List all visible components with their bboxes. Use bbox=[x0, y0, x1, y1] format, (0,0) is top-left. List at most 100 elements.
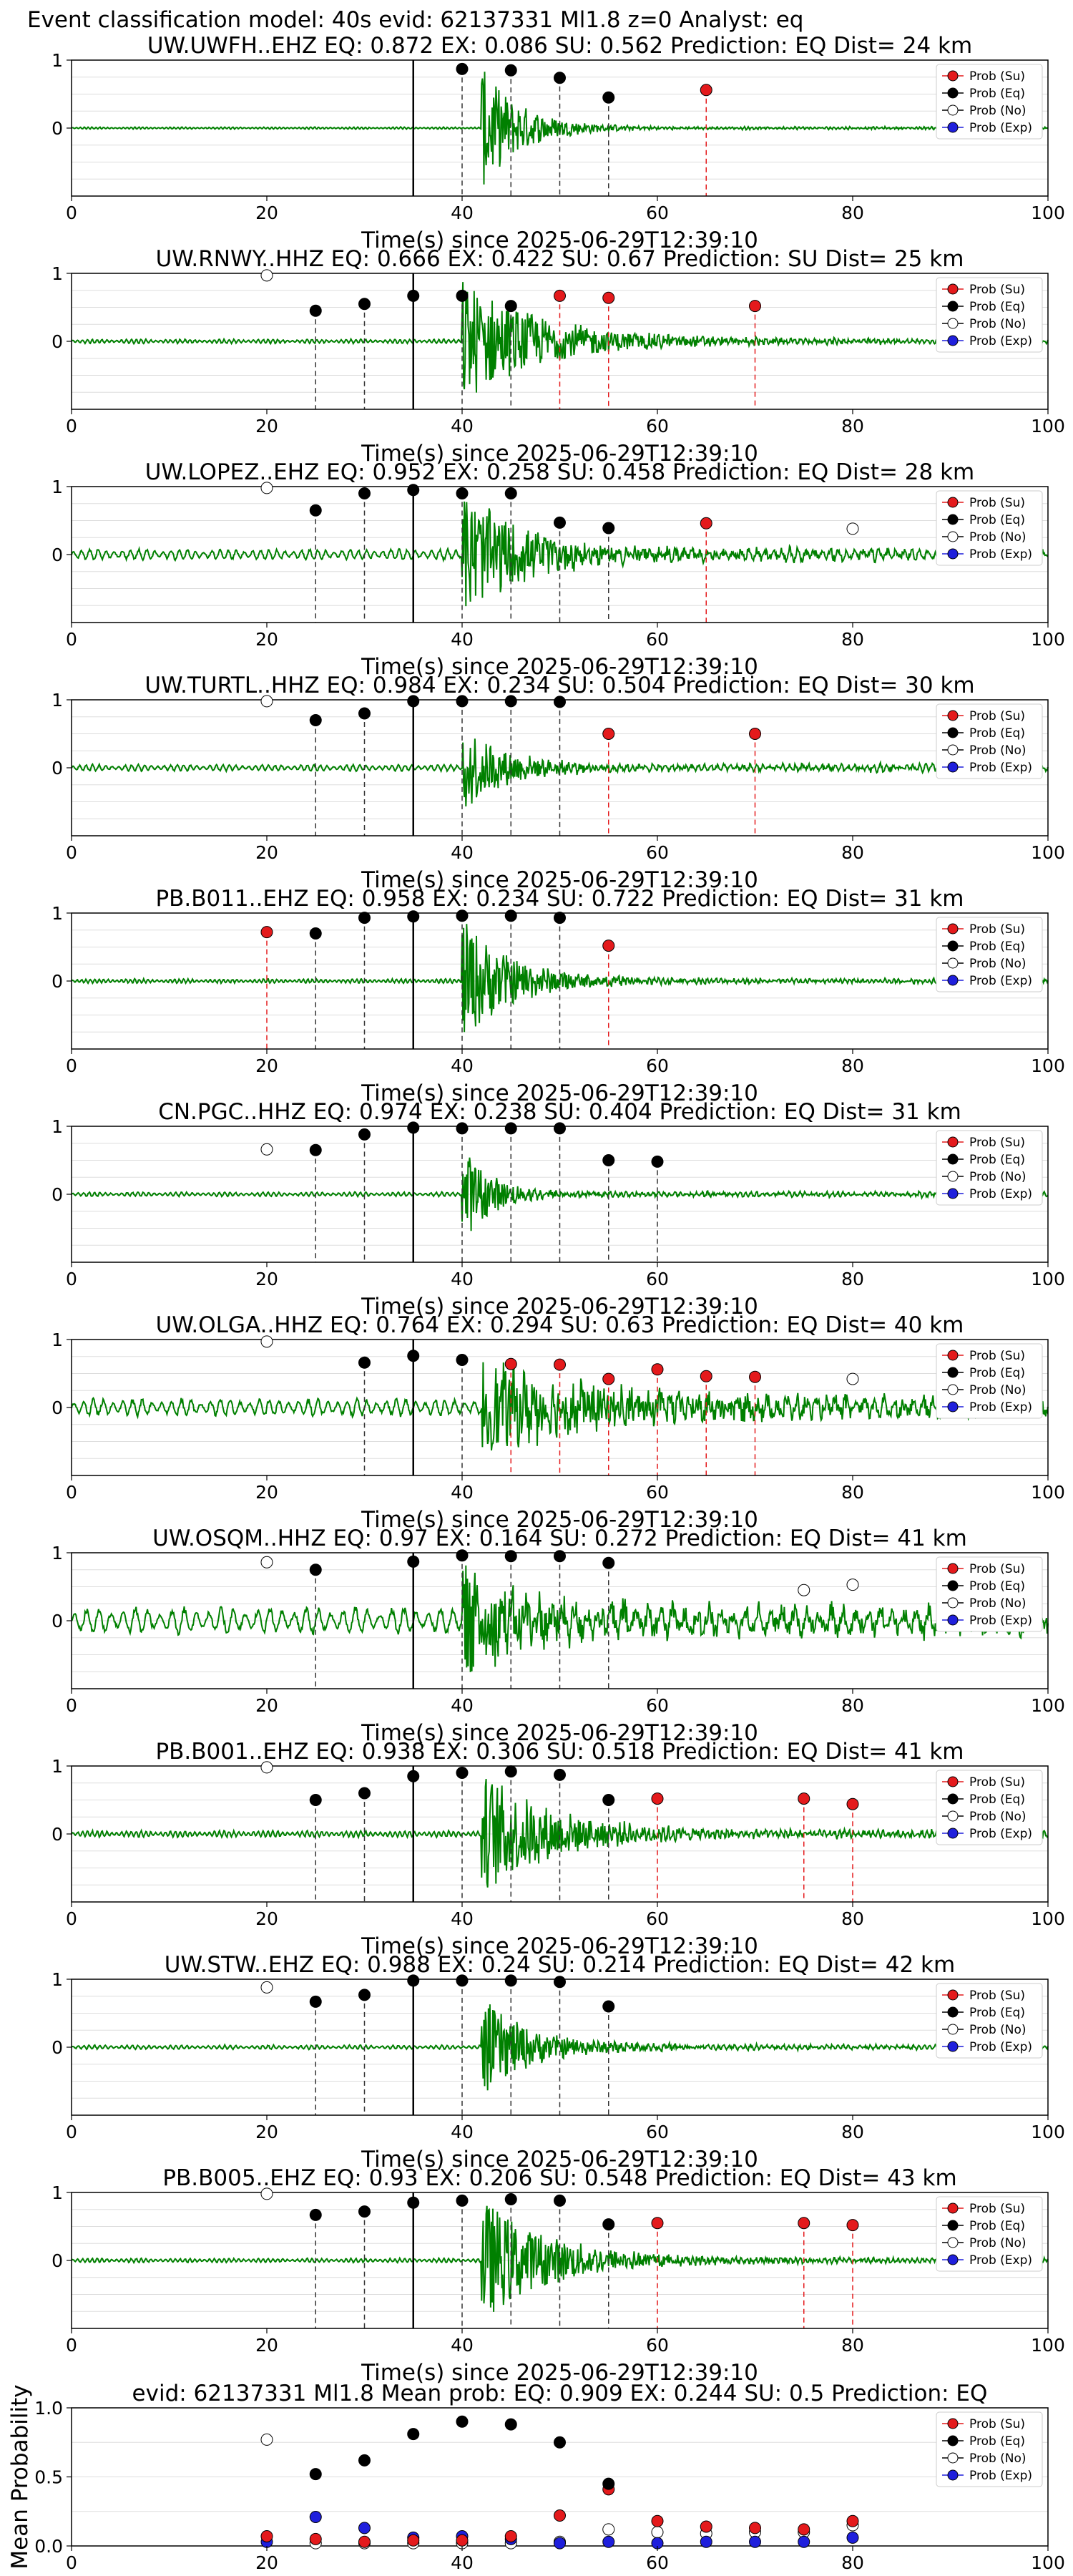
legend-label: Prob (Exp) bbox=[969, 1614, 1032, 1628]
eq-prob-point bbox=[407, 910, 420, 923]
eq-prob-point bbox=[554, 1976, 566, 1989]
eq-prob-point bbox=[504, 2193, 517, 2205]
legend-marker bbox=[947, 923, 959, 935]
legend-box bbox=[936, 490, 1043, 566]
legend-marker bbox=[947, 940, 959, 952]
x-tick-label: 80 bbox=[841, 1269, 864, 1289]
waveform-line bbox=[71, 1157, 1049, 1231]
eq-prob-point bbox=[456, 695, 469, 708]
legend-marker bbox=[947, 1171, 959, 1182]
su-prob-point bbox=[651, 2217, 664, 2230]
eq-prob-point bbox=[309, 1794, 322, 1806]
x-tick-label: 80 bbox=[841, 842, 864, 863]
x-tick-label: 100 bbox=[1031, 203, 1065, 223]
eq-prob-point bbox=[602, 91, 615, 104]
legend-label: Prob (No) bbox=[969, 2451, 1027, 2466]
legend-box bbox=[936, 2196, 1043, 2272]
eq-prob-point bbox=[358, 487, 371, 499]
y-tick-label: 1 bbox=[52, 263, 63, 284]
figure-suptitle: Event classification model: 40s evid: 62… bbox=[27, 7, 803, 33]
x-tick-label: 60 bbox=[646, 1055, 669, 1076]
panel-5: CN.PGC..HHZ EQ: 0.974 EX: 0.238 SU: 0.40… bbox=[52, 1099, 1065, 1319]
eq-prob-point bbox=[602, 2000, 615, 2013]
legend-box bbox=[936, 703, 1043, 779]
no-prob-point bbox=[846, 1579, 859, 1591]
legend-label: Prob (Eq) bbox=[969, 87, 1025, 101]
eq-prob-point bbox=[407, 2196, 420, 2209]
eq-prob-point bbox=[554, 2436, 566, 2449]
x-tick-label: 100 bbox=[1031, 1482, 1065, 1503]
x-axis-label: Time(s) since 2025-06-29T12:39:10 bbox=[361, 2147, 758, 2172]
eq-prob-point bbox=[456, 1354, 469, 1366]
legend-label: Prob (Su) bbox=[969, 1989, 1025, 2003]
eq-prob-point bbox=[602, 1154, 615, 1166]
x-tick-label: 80 bbox=[841, 2335, 864, 2356]
eq-prob-point bbox=[504, 1974, 517, 1987]
x-tick-label: 60 bbox=[646, 1269, 669, 1289]
su-prob-point bbox=[407, 2534, 420, 2547]
no-prob-point bbox=[260, 695, 273, 708]
legend-box bbox=[936, 1983, 1043, 2059]
x-tick-label: 80 bbox=[841, 416, 864, 436]
legend-label: Prob (Su) bbox=[969, 1562, 1025, 1576]
no-prob-point bbox=[260, 269, 273, 282]
panel-2: UW.LOPEZ..EHZ EQ: 0.952 EX: 0.258 SU: 0.… bbox=[52, 459, 1065, 680]
x-tick-label: 0 bbox=[66, 842, 77, 863]
legend-label: Prob (Su) bbox=[969, 283, 1025, 297]
x-tick-label: 0 bbox=[66, 1695, 77, 1716]
panel-6: UW.OLGA..HHZ EQ: 0.764 EX: 0.294 SU: 0.6… bbox=[52, 1312, 1065, 1533]
panel-title: UW.RNWY..HHZ EQ: 0.666 EX: 0.422 SU: 0.6… bbox=[156, 246, 964, 272]
x-tick-label: 40 bbox=[451, 1908, 474, 1929]
legend-marker bbox=[947, 2418, 959, 2429]
legend-marker bbox=[947, 1563, 959, 1574]
panel-title: CN.PGC..HHZ EQ: 0.974 EX: 0.238 SU: 0.40… bbox=[158, 1099, 961, 1125]
panel-title: UW.LOPEZ..EHZ EQ: 0.952 EX: 0.258 SU: 0.… bbox=[145, 459, 975, 485]
legend-marker bbox=[947, 2006, 959, 2018]
eq-prob-point bbox=[504, 1550, 517, 1563]
eq-prob-point bbox=[358, 1787, 371, 1800]
eq-prob-point bbox=[358, 1128, 371, 1141]
legend-marker bbox=[947, 1793, 959, 1805]
eq-prob-point bbox=[456, 2415, 469, 2428]
legend-label: Prob (Su) bbox=[969, 709, 1025, 723]
legend-label: Prob (Su) bbox=[969, 2417, 1025, 2431]
eq-prob-point bbox=[407, 2428, 420, 2441]
eq-prob-point bbox=[554, 696, 566, 708]
legend-box bbox=[936, 1130, 1043, 1206]
su-prob-point bbox=[554, 1358, 566, 1371]
eq-prob-point bbox=[309, 1995, 322, 2008]
x-tick-label: 20 bbox=[255, 842, 278, 863]
legend-marker bbox=[947, 335, 959, 346]
su-prob-point bbox=[700, 517, 712, 530]
legend-box bbox=[936, 277, 1043, 353]
eq-prob-point bbox=[554, 516, 566, 529]
x-tick-label: 40 bbox=[451, 629, 474, 650]
legend-label: Prob (Su) bbox=[969, 2202, 1025, 2216]
su-prob-point bbox=[749, 728, 761, 740]
legend-label: Prob (Su) bbox=[969, 496, 1025, 510]
eq-prob-point bbox=[358, 707, 371, 720]
x-tick-label: 100 bbox=[1031, 416, 1065, 436]
eq-prob-point bbox=[358, 298, 371, 311]
legend-label: Prob (Su) bbox=[969, 1775, 1025, 1790]
eq-prob-point bbox=[554, 2194, 566, 2207]
x-tick-label: 0 bbox=[66, 1055, 77, 1076]
legend-marker bbox=[947, 2469, 959, 2481]
legend-label: Prob (Exp) bbox=[969, 761, 1032, 775]
x-tick-label: 0 bbox=[66, 2552, 77, 2573]
y-tick-label: 1 bbox=[52, 1543, 63, 1563]
no-prob-point bbox=[260, 2433, 273, 2446]
x-tick-label: 20 bbox=[255, 2552, 278, 2573]
legend-marker bbox=[947, 957, 959, 969]
no-prob-point bbox=[260, 482, 273, 494]
eq-prob-point bbox=[309, 2468, 322, 2481]
eq-prob-point bbox=[651, 1155, 664, 1168]
su-prob-point bbox=[602, 728, 615, 740]
eq-prob-point bbox=[554, 1122, 566, 1135]
y-tick-label: 0 bbox=[52, 1397, 63, 1418]
eq-prob-point bbox=[602, 522, 615, 535]
panel-title: PB.B005..EHZ EQ: 0.93 EX: 0.206 SU: 0.54… bbox=[162, 2165, 956, 2191]
eq-prob-point bbox=[554, 1768, 566, 1781]
legend-label: Prob (No) bbox=[969, 1596, 1027, 1611]
legend-marker bbox=[947, 744, 959, 756]
